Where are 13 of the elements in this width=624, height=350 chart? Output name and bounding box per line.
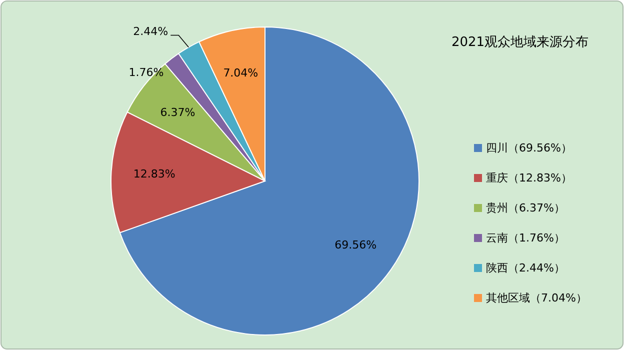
- legend-label: 四川（69.56%）: [486, 142, 572, 154]
- data-label: 1.76%: [128, 66, 164, 79]
- text: 2021观众地域来源分布: [451, 35, 589, 50]
- legend-label: 贵州（6.37%）: [486, 202, 565, 214]
- data-label: 2.44%: [133, 24, 168, 38]
- data-label: 12.83%: [133, 168, 176, 181]
- legend-label: 云南（1.76%）: [486, 232, 565, 244]
- data-label: 6.37%: [160, 106, 196, 120]
- legend-label: 重庆（12.83%）: [486, 172, 572, 184]
- legend-label: 陕西（2.44%）: [486, 262, 565, 274]
- data-label: 69.56%: [334, 238, 377, 252]
- legend-label: 其他区域（7.04%）: [486, 292, 587, 304]
- data-label: 7.04%: [223, 66, 258, 80]
